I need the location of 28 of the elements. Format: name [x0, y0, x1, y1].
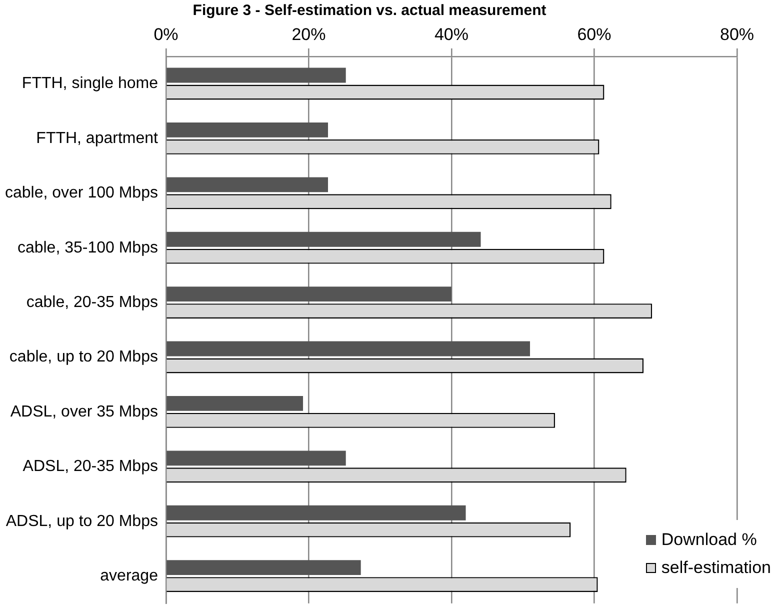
- legend-label: Download %: [661, 530, 757, 550]
- x-tick-label: 20%: [292, 24, 326, 44]
- y-tick-label: cable, 20-35 Mbps: [26, 294, 158, 311]
- x-tick-label: 40%: [434, 24, 469, 44]
- bar: [166, 396, 304, 411]
- bar: [166, 122, 328, 138]
- y-tick-label: ADSL, 20-35 Mbps: [22, 458, 158, 476]
- y-tick-label: FTTH, apartment: [36, 130, 159, 147]
- y-tick-label: FTTH, single home: [22, 75, 158, 92]
- bar: [166, 286, 452, 302]
- y-tick-label: cable, up to 20 Mbps: [9, 348, 158, 366]
- x-tick-label: 0%: [154, 24, 178, 44]
- bar: [166, 232, 481, 247]
- bar: [166, 68, 346, 83]
- bar: [166, 450, 346, 466]
- y-tick-label: cable, 35-100 Mbps: [17, 239, 158, 256]
- x-tick-label: 60%: [577, 24, 612, 44]
- bar: [166, 505, 466, 520]
- x-tick-label: 80%: [720, 24, 754, 44]
- bar: [166, 560, 361, 576]
- bar: [166, 177, 328, 192]
- y-tick-label: ADSL, up to 20 Mbps: [6, 512, 158, 530]
- y-tick-label: average: [100, 567, 158, 584]
- legend-label: self-estimation: [661, 558, 771, 578]
- y-tick-label: ADSL, over 35 Mbps: [10, 403, 158, 420]
- bar: [166, 341, 530, 356]
- y-tick-label: cable, over 100 Mbps: [4, 184, 158, 202]
- chart-title: Figure 3 - Self-estimation vs. actual measurement: [192, 2, 546, 20]
